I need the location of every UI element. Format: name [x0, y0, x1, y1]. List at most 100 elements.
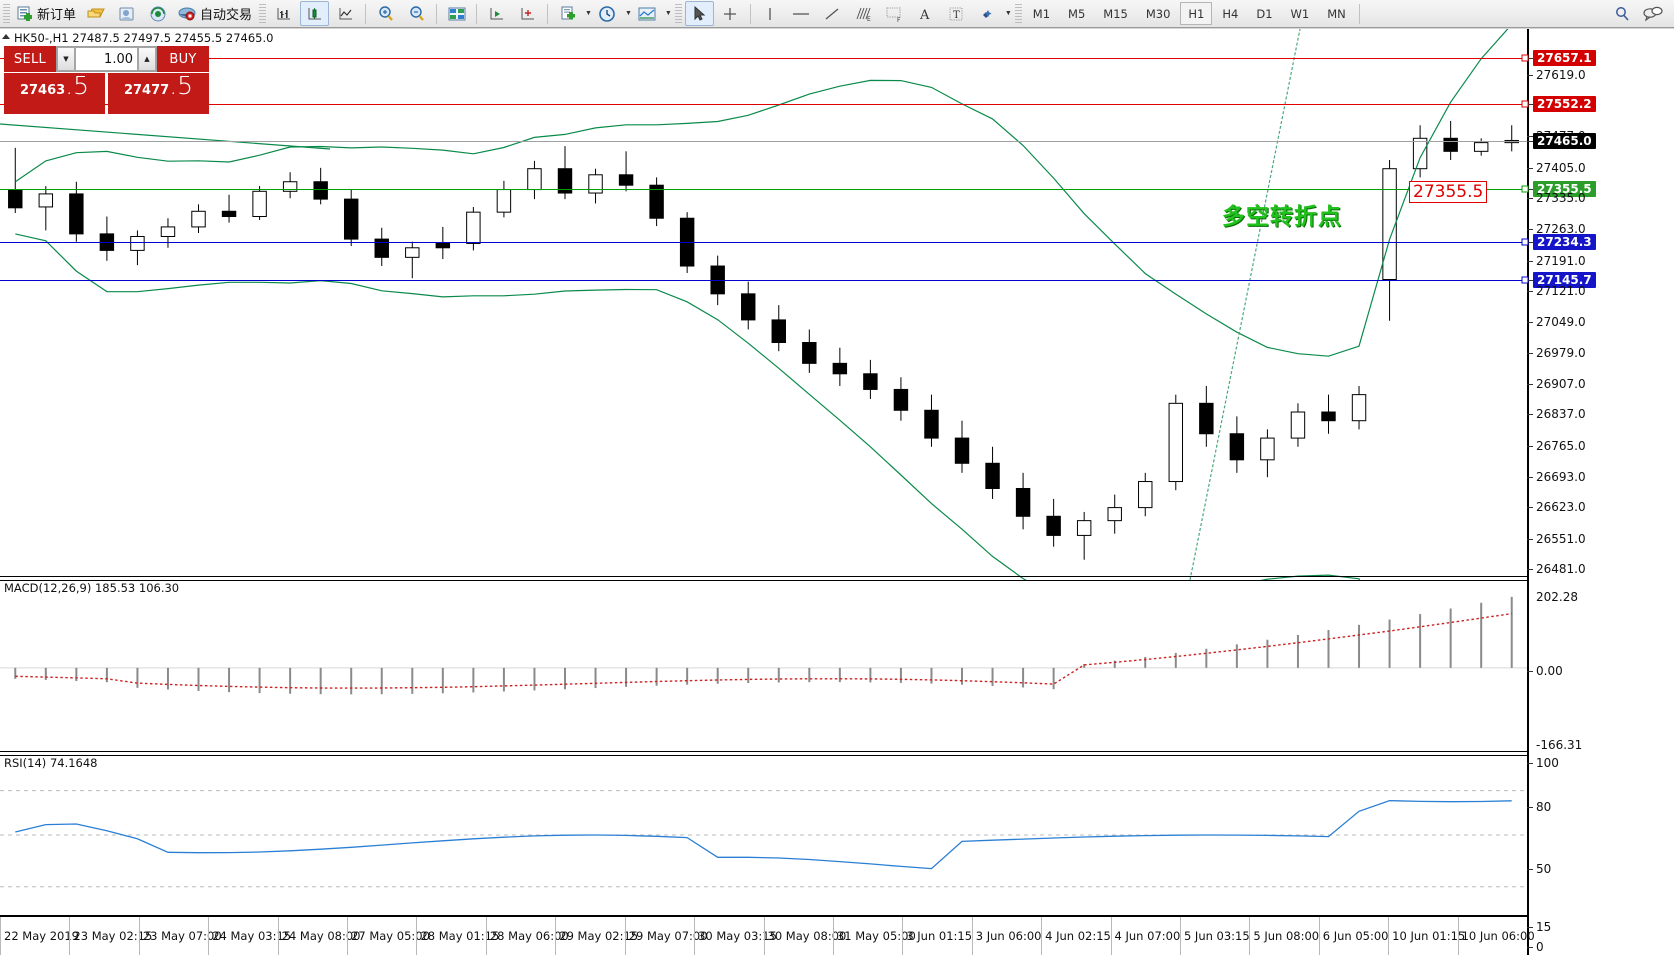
folder-icon[interactable] [81, 1, 110, 26]
sell-button[interactable]: SELL [4, 46, 56, 72]
price-label-27234.3[interactable]: 27234.3 [1533, 233, 1596, 250]
level-line-support-lower[interactable] [0, 280, 1530, 282]
indicator-icon[interactable] [633, 1, 662, 26]
chat-icon[interactable] [1638, 1, 1667, 26]
candle-body [466, 211, 481, 244]
template-dropdown-caret[interactable]: ▼ [585, 10, 592, 17]
candle-body [1076, 520, 1092, 536]
candle-body [191, 210, 206, 228]
line-chart-icon[interactable] [331, 1, 360, 26]
price-tag-annotation[interactable]: 27355.5 [1409, 181, 1488, 203]
volume-value[interactable]: 1.00 [75, 47, 138, 71]
level-line-anchor[interactable] [1521, 238, 1529, 246]
price-label-27145.7[interactable]: 27145.7 [1533, 272, 1596, 289]
grid-icon[interactable] [442, 1, 471, 26]
volume-increase-button[interactable]: ▲ [138, 47, 156, 71]
level-line-support-upper[interactable] [0, 241, 1530, 243]
vline-icon[interactable] [756, 1, 785, 26]
pane-separator-macd[interactable] [0, 576, 1527, 581]
cursor-icon[interactable] [684, 1, 714, 26]
sell-price-button[interactable]: 27463 .5 [4, 73, 105, 114]
level-line-anchor[interactable] [1521, 100, 1529, 108]
autotrade-button[interactable]: 自动交易 [174, 1, 255, 26]
buy-price-button[interactable]: 27477 .5 [108, 73, 209, 114]
rsi-pane[interactable] [0, 755, 1527, 915]
level-line-resistance-upper[interactable] [0, 58, 1530, 59]
pane-separator-rsi[interactable] [0, 751, 1527, 756]
sell-price-dec: .5 [65, 71, 90, 100]
candlestick-icon[interactable] [300, 1, 330, 26]
rsi-plot [0, 790, 1527, 888]
timeframe-d1[interactable]: D1 [1256, 6, 1273, 21]
level-line-current-price[interactable] [0, 141, 1530, 143]
price-tick [1527, 538, 1533, 540]
timeframe-m5[interactable]: M5 [1068, 6, 1086, 21]
volume-decrease-button[interactable]: ▼ [57, 47, 75, 71]
candle-body [649, 184, 664, 219]
timeframe-m15[interactable]: M15 [1103, 6, 1128, 21]
toolbar-grip-3[interactable] [674, 3, 682, 24]
chart-note-cn[interactable]: 多空转折点 [1222, 204, 1342, 230]
level-line-anchor[interactable] [1521, 54, 1529, 62]
time-axis-separator [1179, 917, 1181, 955]
buy-button[interactable]: BUY [157, 46, 209, 72]
timeframe-h1[interactable]: H1 [1180, 2, 1213, 25]
timeframe-m30[interactable]: M30 [1145, 6, 1171, 21]
template-icon[interactable] [553, 1, 582, 26]
text-icon[interactable]: A [911, 1, 940, 26]
search-icon[interactable] [1607, 1, 1636, 26]
label-icon[interactable]: T [942, 1, 971, 26]
objects-icon[interactable] [973, 1, 1002, 26]
price-label-27552.2[interactable]: 27552.2 [1533, 95, 1596, 112]
zoom-in-icon[interactable] [371, 1, 400, 26]
price-label-27465.0[interactable]: 27465.0 [1533, 133, 1596, 150]
timeframe-mn[interactable]: MN [1327, 6, 1346, 21]
price-tick [1527, 74, 1533, 76]
trendline-icon[interactable] [818, 1, 847, 26]
candle-body [741, 293, 756, 321]
bar-chart-icon[interactable] [269, 1, 298, 26]
macd-pane[interactable] [0, 595, 1527, 750]
timeframe-w1[interactable]: W1 [1290, 6, 1310, 21]
level-line-resistance-lower[interactable] [0, 103, 1530, 105]
level-line-anchor[interactable] [1521, 276, 1529, 284]
user-trendline [1189, 29, 1301, 580]
crosshair-shift-icon[interactable] [513, 1, 542, 26]
price-label-26623.0: 26623.0 [1536, 500, 1586, 515]
timeframe-m1[interactable]: M1 [1032, 6, 1051, 21]
candle-body [1138, 481, 1153, 509]
price-tick [1527, 189, 1533, 191]
level-line-anchor[interactable] [1521, 185, 1529, 193]
hline-icon[interactable] [787, 1, 816, 26]
new-order-button[interactable]: 新订单 [13, 1, 79, 26]
fibo-icon[interactable]: E [849, 1, 878, 26]
level-line-pivot[interactable] [0, 189, 1530, 191]
network-icon[interactable] [143, 1, 172, 26]
period-icon[interactable] [593, 1, 622, 26]
profile-icon[interactable] [112, 1, 141, 26]
indicator-dropdown-caret[interactable]: ▼ [664, 10, 672, 17]
collapse-arrow-icon[interactable] [2, 34, 10, 39]
objects-dropdown-caret[interactable]: ▼ [1004, 10, 1012, 17]
volume-stepper[interactable]: ▼ 1.00 ▲ [56, 46, 157, 72]
price-label-26765.0: 26765.0 [1536, 438, 1586, 453]
price-label-27355.5[interactable]: 27355.5 [1533, 181, 1596, 198]
price-pane[interactable] [0, 29, 1527, 580]
time-label: 29 May 02:15 [559, 929, 639, 943]
period-dropdown-caret[interactable]: ▼ [624, 10, 632, 17]
chart-canvas[interactable]: HK50-,H1 27487.5 27497.5 27455.5 27465.0… [0, 28, 1674, 955]
zoom-out-icon[interactable] [402, 1, 431, 26]
crosshair-icon[interactable] [716, 1, 745, 26]
time-label: 29 May 07:00 [628, 929, 708, 943]
price-label-27405.0: 27405.0 [1536, 160, 1586, 175]
channel-icon[interactable]: F [880, 1, 909, 26]
one-click-trading-panel[interactable]: SELL ▼ 1.00 ▲ BUY 27463 .5 27477 .5 [4, 46, 209, 114]
toolbar-grip[interactable] [3, 3, 10, 24]
toolbar-grip-2[interactable] [259, 3, 267, 24]
price-label-27657.1[interactable]: 27657.1 [1533, 50, 1596, 66]
toolbar-grip-4[interactable] [1014, 3, 1022, 24]
time-axis[interactable]: 22 May 2019 23 May 02:15 23 May 07:00 24 Ma… [0, 915, 1535, 955]
shift-icon[interactable] [482, 1, 511, 26]
price-axis[interactable]: 27657.127619.027552.227477.027465.027405… [1527, 29, 1674, 955]
timeframe-h4[interactable]: H4 [1222, 6, 1239, 21]
